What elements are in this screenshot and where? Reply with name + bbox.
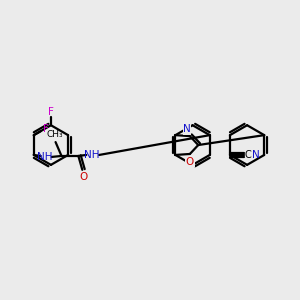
Text: NH: NH <box>37 152 52 162</box>
Text: O: O <box>79 172 87 182</box>
Text: NH: NH <box>85 150 100 160</box>
Text: O: O <box>186 157 194 167</box>
Text: N: N <box>183 124 191 134</box>
Text: CH₃: CH₃ <box>46 130 63 139</box>
Text: N: N <box>252 150 260 160</box>
Text: F: F <box>43 124 49 134</box>
Text: C: C <box>244 150 251 160</box>
Text: F: F <box>48 107 54 117</box>
